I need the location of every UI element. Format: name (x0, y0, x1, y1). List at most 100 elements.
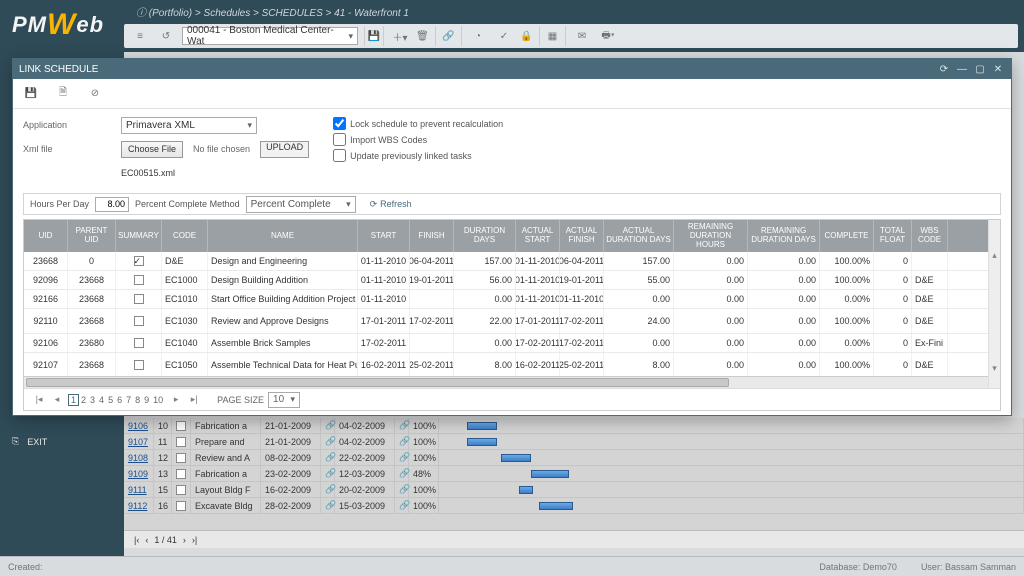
table-row[interactable]: 9210623680EC1040Assemble Brick Samples17… (24, 334, 1000, 353)
minimize-icon[interactable]: — (955, 62, 969, 76)
page-number[interactable]: 3 (88, 395, 97, 405)
modal-title-text: LINK SCHEDULE (19, 64, 98, 75)
grid-h-scrollbar[interactable]: ▸ (24, 376, 1000, 388)
menu-icon[interactable]: ≡ (130, 26, 150, 46)
column-header[interactable]: COMPLETE (820, 220, 874, 252)
page-number[interactable]: 2 (79, 395, 88, 405)
page-number[interactable]: 9 (142, 395, 151, 405)
check-icon[interactable]: ✓ (494, 26, 514, 46)
logo-w: W (47, 8, 76, 42)
lock-checkbox[interactable]: Lock schedule to prevent recalculation (333, 117, 503, 130)
page-number[interactable]: 1 (68, 394, 79, 406)
refresh-icon[interactable]: ⟳ (937, 62, 951, 76)
table-row[interactable]: 9209623668EC1000Design Building Addition… (24, 271, 1000, 290)
cancel-icon[interactable]: ⊘ (85, 84, 105, 104)
table-row[interactable]: 9210723668EC1050Assemble Technical Data … (24, 353, 1000, 376)
grid-pager: |◂ ◂ 12345678910 ▸ ▸| PAGE SIZE 10▾ (24, 388, 1000, 410)
page-number[interactable]: 5 (106, 395, 115, 405)
scroll-thumb[interactable] (26, 378, 729, 387)
refresh-button[interactable]: ⟳Refresh (370, 199, 412, 210)
update-linked-checkbox[interactable]: Update previously linked tasks (333, 149, 503, 162)
scroll-down-icon[interactable]: ▾ (992, 363, 997, 374)
add-icon[interactable]: ＋▾ (390, 26, 410, 46)
choose-file-button[interactable]: Choose File (121, 141, 183, 158)
page-number[interactable]: 7 (124, 395, 133, 405)
last-icon[interactable]: ›| (192, 535, 197, 545)
column-header[interactable]: TOTAL FLOAT (874, 220, 912, 252)
application-select[interactable]: Primavera XML▾ (121, 117, 257, 134)
exit-icon: ⎘ (12, 436, 19, 447)
column-header[interactable]: FINISH (410, 220, 454, 252)
last-page-icon[interactable]: ▸| (187, 393, 201, 407)
grid-v-scrollbar[interactable]: ▴▾ (988, 220, 1000, 388)
next-icon[interactable]: › (183, 535, 186, 545)
link-schedule-modal: LINK SCHEDULE ⟳ — ▢ ✕ 💾 🗎 ⊘ Application … (12, 58, 1012, 416)
close-icon[interactable]: ✕ (991, 62, 1005, 76)
first-icon[interactable]: |‹ (134, 535, 139, 545)
schedule-grid: UIDPARENT UIDSUMMARYCODENAMESTARTFINISHD… (23, 219, 1001, 411)
pcm-select[interactable]: Percent Complete▾ (246, 196, 356, 213)
gantt-row[interactable]: 910711Prepare and21-01-2009🔗04-02-2009🔗1… (124, 434, 1024, 450)
grid-header: UIDPARENT UIDSUMMARYCODENAMESTARTFINISHD… (24, 220, 1000, 252)
table-row[interactable]: 9216623668EC1010Start Office Building Ad… (24, 290, 1000, 309)
page-size: PAGE SIZE 10▾ (217, 392, 300, 408)
gantt-pager[interactable]: |‹ ‹ 1 / 41 › ›| (124, 530, 1024, 548)
column-header[interactable]: REMAINING DURATION HOURS (674, 220, 748, 252)
gantt-row[interactable]: 910812Review and A08-02-2009🔗22-02-2009🔗… (124, 450, 1024, 466)
column-header[interactable]: ACTUAL START (516, 220, 560, 252)
history-icon[interactable]: ↺ (156, 26, 176, 46)
save-icon[interactable]: 💾 (364, 26, 384, 46)
saveclose-icon[interactable]: 🗎 (53, 84, 73, 104)
column-header[interactable]: CODE (162, 220, 208, 252)
column-header[interactable]: WBS CODE (912, 220, 948, 252)
gantt-row[interactable]: 910913Fabrication a23-02-2009🔗12-03-2009… (124, 466, 1024, 482)
column-header[interactable]: ACTUAL DURATION DAYS (604, 220, 674, 252)
next-page-icon[interactable]: ▸ (169, 393, 183, 407)
save-icon[interactable]: 💾 (21, 84, 41, 104)
page-number[interactable]: 6 (115, 395, 124, 405)
gantt-row[interactable]: 910610Fabrication a21-01-2009🔗04-02-2009… (124, 418, 1024, 434)
link-icon[interactable]: 🔗 (442, 26, 462, 46)
print-icon[interactable]: 🖶▾ (598, 26, 618, 46)
mail-icon[interactable]: ✉ (572, 26, 592, 46)
first-page-icon[interactable]: |◂ (32, 393, 46, 407)
prev-icon[interactable]: ‹ (145, 535, 148, 545)
column-header[interactable]: REMAINING DURATION DAYS (748, 220, 820, 252)
chevron-down-icon: ▾ (247, 120, 252, 131)
exit-button[interactable]: ⎘EXIT (12, 436, 47, 447)
filename-row: EC00515.xml (23, 163, 309, 183)
column-header[interactable]: PARENT UID (68, 220, 116, 252)
page-number[interactable]: 4 (97, 395, 106, 405)
upload-button[interactable]: UPLOAD (260, 141, 309, 158)
clock-icon[interactable]: ◔ (468, 26, 488, 46)
column-header[interactable]: UID (24, 220, 68, 252)
breadcrumb[interactable]: ⓘ (Portfolio) > Schedules > SCHEDULES > … (136, 4, 409, 19)
no-file-text: No file chosen (193, 144, 250, 154)
grid-body[interactable]: 236680D&EDesign and Engineering01-11-201… (24, 252, 1000, 376)
prev-page-icon[interactable]: ◂ (50, 393, 64, 407)
page-number[interactable]: 10 (151, 395, 165, 405)
column-header[interactable]: NAME (208, 220, 358, 252)
maximize-icon[interactable]: ▢ (973, 62, 987, 76)
hours-per-day-input[interactable] (95, 197, 129, 212)
application-row: Application Primavera XML▾ (23, 115, 309, 135)
gantt-row[interactable]: 911216Excavate Bldg28-02-2009🔗15-03-2009… (124, 498, 1024, 514)
column-header[interactable]: DURATION DAYS (454, 220, 516, 252)
column-header[interactable]: ACTUAL FINISH (560, 220, 604, 252)
table-row[interactable]: 236680D&EDesign and Engineering01-11-201… (24, 252, 1000, 271)
gantt-row[interactable]: 911115Layout Bldg F16-02-2009🔗20-02-2009… (124, 482, 1024, 498)
modal-titlebar[interactable]: LINK SCHEDULE ⟳ — ▢ ✕ (13, 59, 1011, 79)
project-selector[interactable]: 000041 - Boston Medical Center-Wat▾ (182, 27, 358, 45)
table-row[interactable]: 9211023668EC1030Review and Approve Desig… (24, 309, 1000, 334)
column-header[interactable]: START (358, 220, 410, 252)
scroll-up-icon[interactable]: ▴ (992, 250, 997, 261)
app-logo: PMWeb (12, 6, 104, 40)
page-number[interactable]: 8 (133, 395, 142, 405)
trash-icon[interactable]: 🗑 (416, 26, 436, 46)
briefcase-icon[interactable]: ▦ (546, 26, 566, 46)
column-header[interactable]: SUMMARY (116, 220, 162, 252)
page-size-select[interactable]: 10▾ (268, 392, 300, 408)
import-wbs-checkbox[interactable]: Import WBS Codes (333, 133, 503, 146)
chevron-down-icon: ▾ (348, 31, 353, 42)
lock-icon[interactable]: 🔒 (520, 26, 540, 46)
